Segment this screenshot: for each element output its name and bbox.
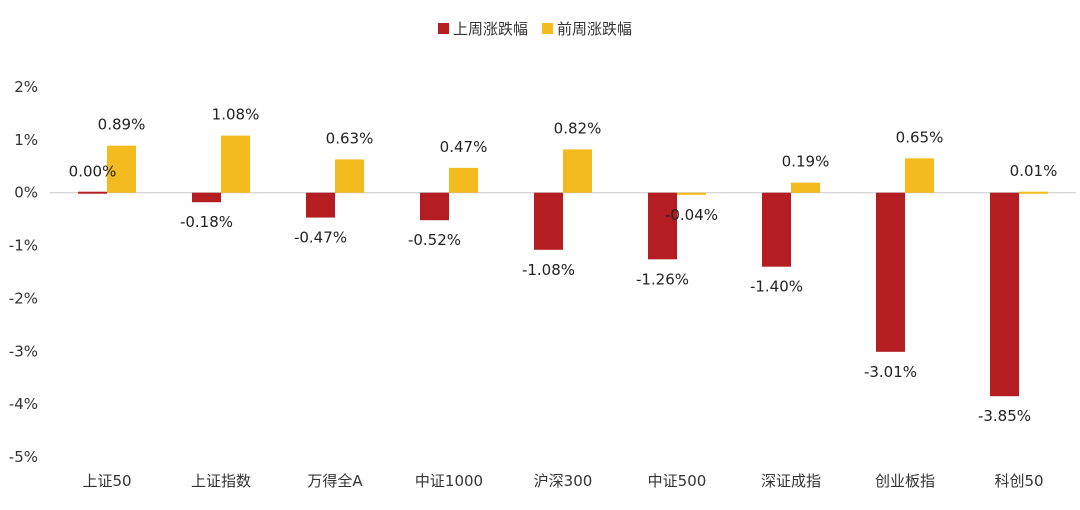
data-label: 0.00% xyxy=(69,163,117,181)
data-label: -1.26% xyxy=(636,270,689,288)
y-tick-label: -1% xyxy=(9,237,38,255)
data-label: -0.52% xyxy=(408,231,461,249)
x-category-label: 中证500 xyxy=(648,472,707,490)
data-label: -3.85% xyxy=(978,407,1031,425)
data-label: -0.04% xyxy=(665,206,718,224)
y-tick-label: -2% xyxy=(9,289,38,307)
bar-last-week xyxy=(306,192,335,218)
bar-last-week xyxy=(534,192,563,250)
bar-prev-week xyxy=(1019,191,1048,194)
bar-last-week xyxy=(990,192,1019,397)
bars xyxy=(78,135,1048,397)
data-label: 0.19% xyxy=(782,153,830,171)
legend-label-0: 上周涨跌幅 xyxy=(453,20,528,38)
x-category-label: 上证指数 xyxy=(191,472,251,490)
data-label: 0.47% xyxy=(440,138,488,156)
bar-last-week xyxy=(876,192,905,352)
x-axis: 上证50 上证指数 万得全A 中证1000 沪深300 中证500 深证成指 创业板指 科创50 xyxy=(82,472,1043,490)
bar-last-week xyxy=(78,191,107,194)
bar-last-week xyxy=(192,192,221,203)
x-category-label: 中证1000 xyxy=(415,472,483,490)
bar-prev-week xyxy=(449,167,478,193)
bar-prev-week xyxy=(221,135,250,193)
y-tick-label: -5% xyxy=(9,448,38,466)
data-label: 1.08% xyxy=(212,106,260,124)
legend: 上周涨跌幅 前周涨跌幅 xyxy=(438,20,632,38)
bar-last-week xyxy=(762,192,791,267)
y-tick-label: 1% xyxy=(14,131,38,149)
data-label: 0.82% xyxy=(554,119,602,137)
data-labels: 0.00% 0.89% -0.18% 1.08% -0.47% 0.63% -0.52% 0.… xyxy=(69,106,1058,426)
legend-label-1: 前周涨跌幅 xyxy=(557,20,632,38)
x-category-label: 科创50 xyxy=(994,472,1043,490)
bar-prev-week xyxy=(905,158,934,193)
x-category-label: 万得全A xyxy=(307,472,363,490)
y-tick-label: -3% xyxy=(9,342,38,360)
bar-prev-week xyxy=(563,149,592,193)
bar-last-week xyxy=(648,192,677,260)
data-label: 0.01% xyxy=(1010,162,1058,180)
y-tick-label: 0% xyxy=(14,184,38,202)
y-tick-label: -4% xyxy=(9,395,38,413)
data-label: 0.63% xyxy=(326,129,374,147)
bar-prev-week xyxy=(677,192,706,195)
x-category-label: 沪深300 xyxy=(534,472,593,490)
data-label: 0.89% xyxy=(98,116,146,134)
bar-prev-week xyxy=(107,145,136,193)
data-label: -1.08% xyxy=(522,261,575,279)
x-category-label: 上证50 xyxy=(82,472,131,490)
x-category-label: 创业板指 xyxy=(875,472,935,490)
y-axis: 2% 1% 0% -1% -2% -3% -4% -5% xyxy=(9,78,38,466)
bar-prev-week xyxy=(335,159,364,193)
data-label: -0.47% xyxy=(294,229,347,247)
x-category-label: 深证成指 xyxy=(761,472,821,490)
data-label: -1.40% xyxy=(750,278,803,296)
legend-swatch-0 xyxy=(438,23,449,34)
data-label: -3.01% xyxy=(864,363,917,381)
data-label: -0.18% xyxy=(180,213,233,231)
data-label: 0.65% xyxy=(896,128,944,146)
bar-prev-week xyxy=(791,182,820,193)
bar-last-week xyxy=(420,192,449,221)
legend-swatch-1 xyxy=(542,23,553,34)
y-tick-label: 2% xyxy=(14,78,38,96)
